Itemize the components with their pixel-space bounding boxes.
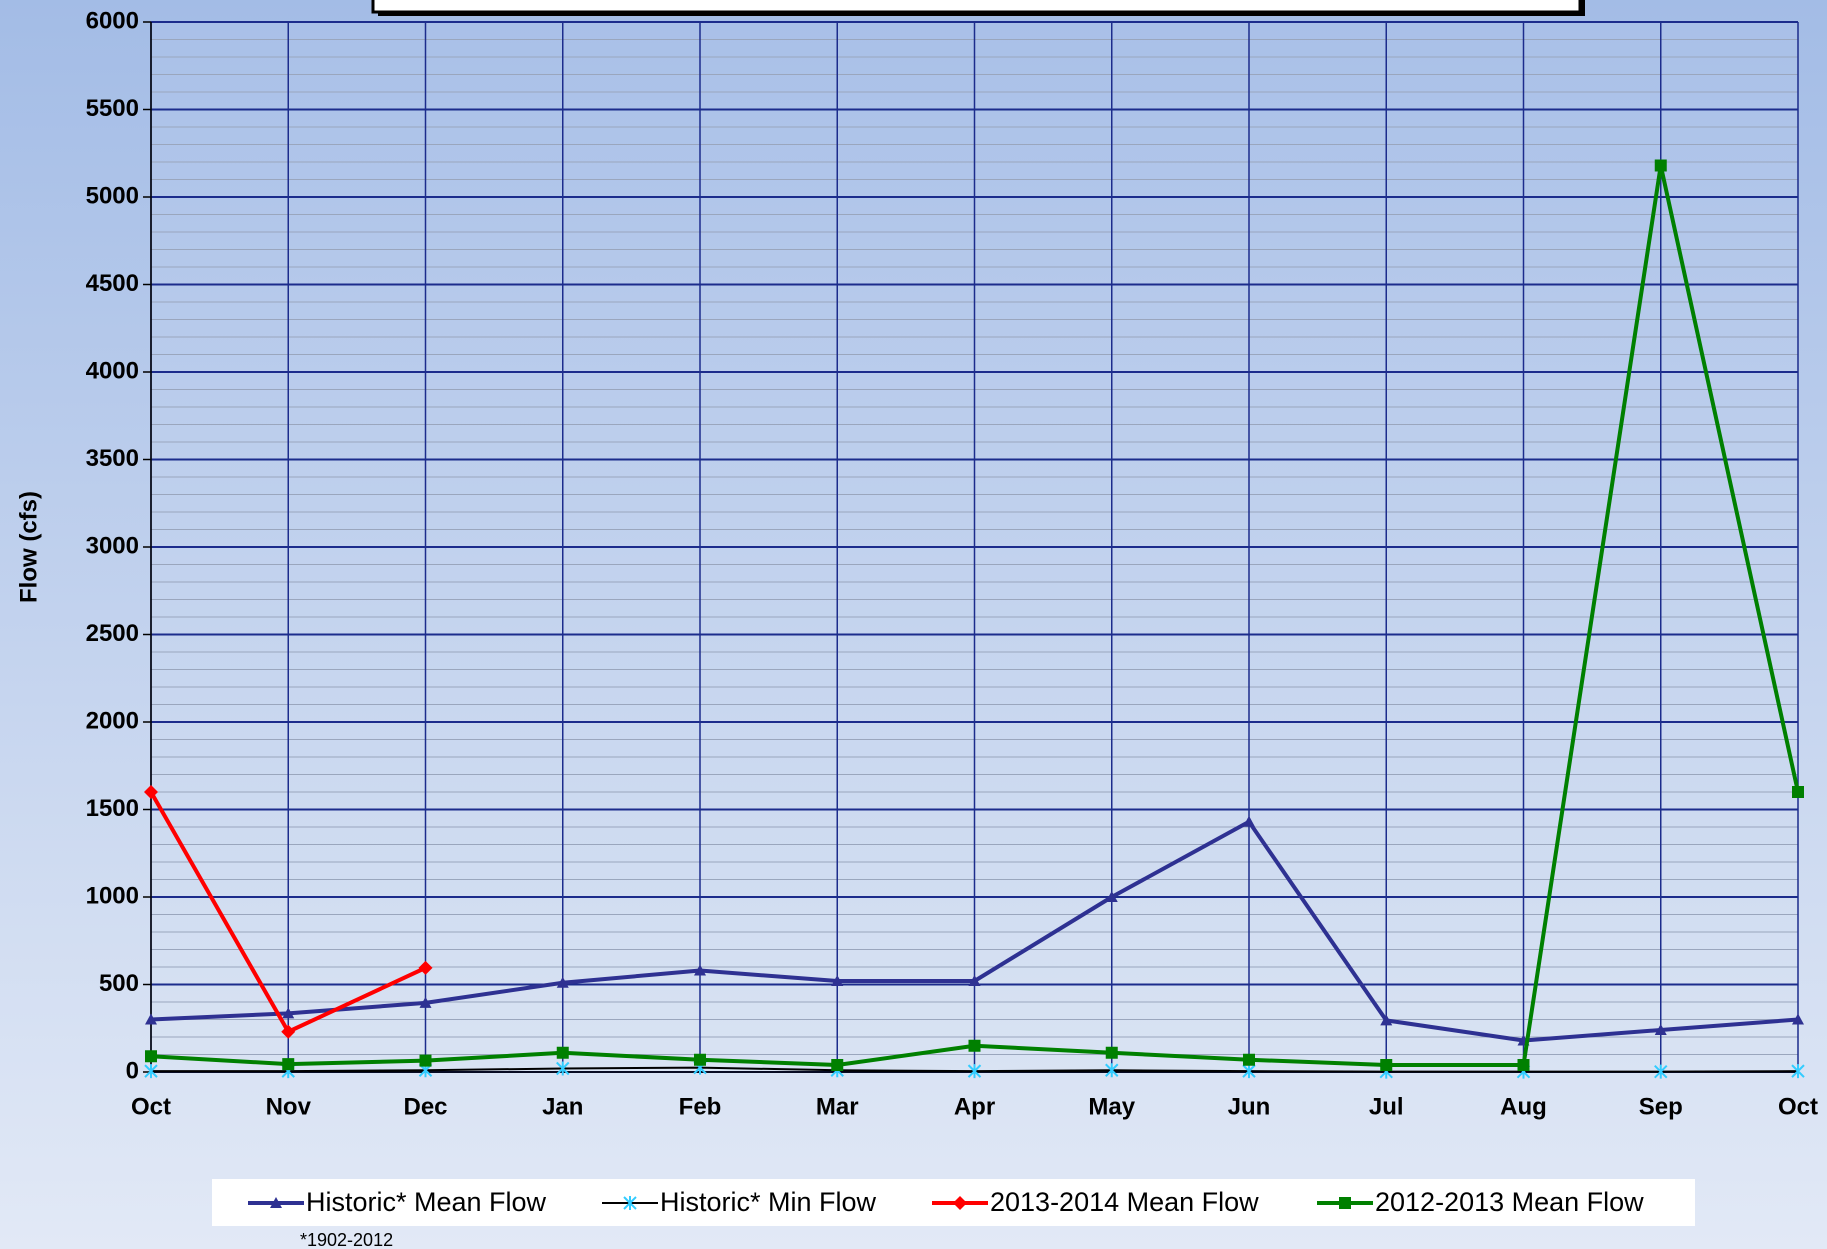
marker xyxy=(1105,891,1118,902)
marker xyxy=(1654,1024,1667,1035)
x-tick-label: Jan xyxy=(542,1093,583,1120)
marker xyxy=(623,1196,637,1210)
marker xyxy=(1654,1064,1668,1079)
marker xyxy=(1105,1046,1118,1059)
marker xyxy=(556,1061,570,1076)
marker xyxy=(144,1064,158,1079)
footnote: *1902-2012 xyxy=(300,1230,393,1249)
marker xyxy=(145,1013,157,1025)
x-tick-label: Jun xyxy=(1228,1093,1271,1120)
y-tick-label: 4500 xyxy=(86,270,139,297)
marker xyxy=(1380,1014,1393,1026)
marker xyxy=(145,1050,157,1063)
series xyxy=(144,159,1805,1079)
marker xyxy=(1654,159,1667,172)
x-tick-label: Mar xyxy=(816,1093,859,1120)
x-tick-label: Dec xyxy=(403,1093,447,1120)
x-tick-label: Apr xyxy=(954,1093,995,1120)
marker xyxy=(1242,1064,1256,1079)
marker xyxy=(270,1197,282,1208)
y-tick-label: 500 xyxy=(99,970,139,997)
marker xyxy=(967,1064,982,1079)
marker xyxy=(953,1196,967,1210)
marker xyxy=(831,1059,844,1071)
marker xyxy=(556,976,569,988)
y-tick-label: 5500 xyxy=(86,95,139,122)
y-tick-label: 2000 xyxy=(86,707,139,734)
marker xyxy=(968,975,981,986)
marker xyxy=(1339,1197,1351,1209)
marker xyxy=(1243,1053,1255,1066)
y-tick-label: 3500 xyxy=(86,445,139,472)
marker xyxy=(831,975,844,986)
legend-label: 2012-2013 Mean Flow xyxy=(1375,1187,1644,1217)
y-tick-label: 5000 xyxy=(86,182,139,209)
marker xyxy=(1792,786,1804,798)
y-tick-label: 3000 xyxy=(86,532,139,559)
legend-label: Historic* Min Flow xyxy=(660,1187,877,1217)
y-tick-label: 4000 xyxy=(86,357,139,384)
marker xyxy=(281,1024,296,1039)
y-tick-label: 2500 xyxy=(86,620,139,647)
x-tick-label: Oct xyxy=(1778,1093,1818,1120)
y-tick-label: 6000 xyxy=(86,7,139,34)
x-tick-label: Sep xyxy=(1639,1093,1683,1120)
marker xyxy=(556,1046,569,1059)
title-box xyxy=(371,0,1582,14)
legend-label: 2013-2014 Mean Flow xyxy=(990,1187,1259,1217)
marker xyxy=(694,964,706,976)
marker xyxy=(419,996,432,1008)
legend-entries: Historic* Mean Flow Historic* Min Flow 201… xyxy=(248,1187,1644,1217)
y-tick-label: 0 xyxy=(126,1057,139,1084)
x-tick-label: Aug xyxy=(1500,1093,1547,1120)
y-axis-label: Flow (cfs) xyxy=(15,491,42,603)
marker xyxy=(282,1007,295,1019)
marker xyxy=(1792,1013,1804,1025)
marker xyxy=(418,960,433,975)
x-tick-label: May xyxy=(1088,1093,1135,1120)
y-tick-label: 1500 xyxy=(86,795,139,822)
marker xyxy=(144,785,158,799)
marker xyxy=(1791,1064,1805,1079)
x-tick-label: Jul xyxy=(1369,1093,1404,1120)
marker xyxy=(1380,1059,1393,1071)
marker xyxy=(694,1053,706,1066)
marker xyxy=(968,1039,981,1052)
x-tick-label: Nov xyxy=(266,1093,312,1120)
y-tick-label: 1000 xyxy=(86,882,139,909)
x-tick-label: Oct xyxy=(131,1093,171,1120)
legend-label: Historic* Mean Flow xyxy=(306,1187,547,1217)
marker xyxy=(1243,815,1255,827)
x-tick-label: Feb xyxy=(679,1093,722,1120)
marker xyxy=(282,1058,295,1071)
marker xyxy=(419,1054,432,1067)
marker xyxy=(1517,1059,1530,1071)
marker xyxy=(1105,1063,1119,1078)
